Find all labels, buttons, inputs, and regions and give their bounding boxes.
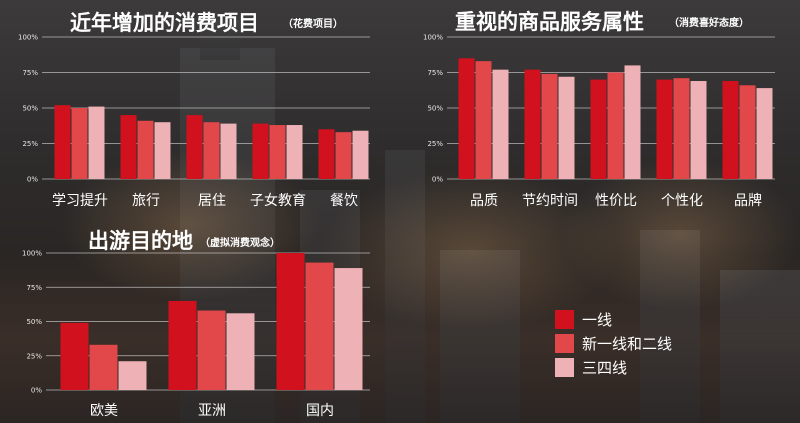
chart2-y-tick-label: 75% bbox=[427, 69, 443, 77]
chart2-bar bbox=[607, 72, 624, 179]
chart1-bar bbox=[88, 106, 105, 179]
chart2-bar bbox=[590, 79, 607, 179]
chart2-title: 重视的商品服务属性 bbox=[455, 9, 644, 34]
chart1-bar bbox=[137, 120, 154, 179]
chart1-bar bbox=[120, 115, 137, 179]
chart3-bar bbox=[118, 361, 147, 390]
chart1-y-tick-label: 75% bbox=[22, 69, 38, 77]
chart1-category-label: 居住 bbox=[198, 193, 226, 209]
chart1-bar bbox=[220, 123, 237, 179]
chart1-bar bbox=[352, 130, 369, 179]
chart1-bar bbox=[54, 105, 71, 179]
chart2-plot: 0% 25% 50% 75% 100% 品质 节约时间 性价比 个性化 品牌 bbox=[423, 34, 775, 209]
chart2-bar bbox=[656, 79, 673, 179]
chart1-title: 近年增加的消费项目 bbox=[70, 10, 259, 35]
chart1-bar bbox=[203, 122, 220, 179]
chart2-category-label: 品质 bbox=[470, 193, 498, 209]
chart1-y-tick-label: 100% bbox=[18, 34, 38, 42]
chart2-bar bbox=[690, 81, 707, 179]
chart1-y-tick-label: 0% bbox=[27, 176, 38, 184]
chart3-subtitle: （虚拟消费观念） bbox=[200, 236, 280, 249]
chart1-category-label: 旅行 bbox=[132, 193, 160, 209]
chart3-bar bbox=[334, 268, 363, 390]
chart2-category-label: 节约时间 bbox=[522, 193, 578, 209]
chart2-category-label: 个性化 bbox=[661, 193, 703, 209]
chart3-y-tick-label: 25% bbox=[26, 352, 42, 360]
chart3-bar bbox=[276, 253, 305, 390]
chart1-y-tick-label: 50% bbox=[22, 105, 38, 113]
chart1-category-label: 子女教育 bbox=[250, 192, 306, 209]
chart2-subtitle: （消费喜好态度） bbox=[669, 16, 749, 29]
chart2-bar bbox=[541, 73, 558, 179]
chart2-category-label: 性价比 bbox=[595, 193, 637, 209]
legend-label-tier1: 一线 bbox=[582, 311, 612, 329]
chart1-bar bbox=[186, 115, 203, 179]
chart3-bar bbox=[197, 310, 226, 390]
legend-swatch-tier2 bbox=[555, 334, 574, 353]
chart3-y-tick-label: 50% bbox=[26, 318, 42, 326]
chart2-bar bbox=[558, 76, 575, 179]
legend-swatch-tier1 bbox=[555, 310, 574, 329]
chart2-bar bbox=[475, 61, 492, 179]
chart1-bar bbox=[335, 132, 352, 179]
chart3-title: 出游目的地 bbox=[88, 228, 193, 253]
legend-label-tier3: 三四线 bbox=[582, 359, 627, 377]
legend: 一线 新一线和二线 三四线 bbox=[555, 310, 672, 377]
legend-label-tier2: 新一线和二线 bbox=[582, 335, 672, 353]
chart1-category-label: 餐饮 bbox=[330, 193, 358, 209]
chart1-bar bbox=[71, 108, 88, 179]
chart2-y-tick-label: 100% bbox=[423, 34, 443, 42]
chart3-bar bbox=[89, 344, 118, 390]
chart1-y-tick-label: 25% bbox=[22, 140, 38, 148]
chart3-plot: 0% 25% 50% 75% 100% 欧美 亚洲 国内 bbox=[22, 250, 370, 419]
chart2-bar bbox=[624, 65, 641, 179]
chart3-bar bbox=[226, 313, 255, 390]
chart2-bar bbox=[739, 85, 756, 179]
chart3-y-tick-label: 75% bbox=[26, 284, 42, 292]
chart3-category-label: 欧美 bbox=[90, 403, 118, 419]
chart1-bar bbox=[154, 122, 171, 179]
chart2-bar bbox=[524, 69, 541, 179]
chart2-category-label: 品牌 bbox=[734, 192, 762, 209]
chart2-y-tick-label: 0% bbox=[432, 176, 443, 184]
chart3-bar bbox=[60, 322, 89, 390]
chart3-category-label: 国内 bbox=[306, 403, 334, 419]
chart2-y-tick-label: 25% bbox=[427, 140, 443, 148]
chart2-y-tick-label: 50% bbox=[427, 105, 443, 113]
chart1-plot: 0% 25% 50% 75% 100% 学习提升 旅行 居住 子女教育 餐饮 bbox=[18, 34, 370, 209]
chart1-bar bbox=[269, 125, 286, 179]
chart1-bar bbox=[286, 125, 303, 179]
chart3-y-tick-label: 100% bbox=[22, 250, 42, 258]
chart2-bar bbox=[673, 78, 690, 179]
chart3-bar bbox=[168, 300, 197, 390]
chart1-bar bbox=[252, 123, 269, 179]
chart1-category-label: 学习提升 bbox=[52, 193, 108, 209]
chart3-category-label: 亚洲 bbox=[198, 403, 226, 419]
chart1-bar bbox=[318, 129, 335, 179]
chart2-bar bbox=[756, 88, 773, 179]
chart3-y-tick-label: 0% bbox=[31, 387, 42, 395]
chart3-bar bbox=[305, 262, 334, 390]
chart2-bar bbox=[458, 58, 475, 179]
chart2-bar bbox=[722, 81, 739, 179]
chart1-subtitle: （花费项目） bbox=[283, 17, 343, 30]
chart2-bar bbox=[492, 69, 509, 179]
legend-swatch-tier3 bbox=[555, 358, 574, 377]
